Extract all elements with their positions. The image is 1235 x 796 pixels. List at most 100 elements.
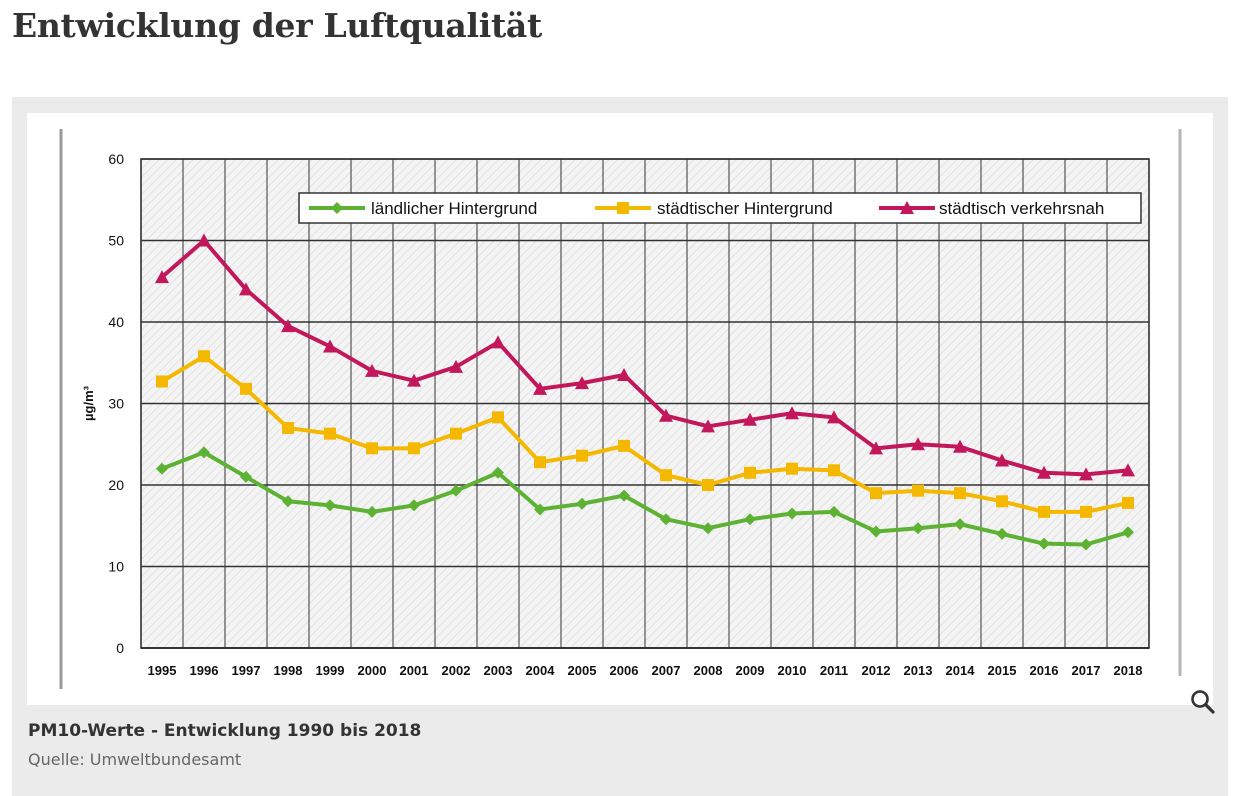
data-point-diamond bbox=[912, 522, 924, 535]
x-tick-label: 2015 bbox=[988, 663, 1017, 678]
data-point-square bbox=[576, 449, 588, 462]
series-line-square bbox=[160, 354, 1129, 514]
legend-label: städtisch verkehrsnah bbox=[939, 199, 1104, 218]
data-point-diamond bbox=[702, 522, 714, 535]
data-point-square bbox=[828, 464, 840, 477]
data-point-triangle bbox=[617, 367, 631, 381]
data-point-diamond bbox=[996, 527, 1008, 540]
data-point-triangle bbox=[827, 410, 841, 424]
data-point-triangle bbox=[1037, 465, 1051, 479]
x-tick-label: 2016 bbox=[1030, 663, 1059, 678]
data-point-diamond bbox=[450, 484, 462, 497]
x-tick-label: 1995 bbox=[148, 663, 177, 678]
data-point-diamond bbox=[1080, 538, 1092, 551]
x-tick-label: 1998 bbox=[274, 663, 303, 678]
series-line-diamond bbox=[161, 450, 1129, 547]
data-point-diamond bbox=[156, 462, 168, 475]
y-tick-label: 10 bbox=[108, 559, 124, 575]
data-point-square bbox=[744, 466, 756, 479]
data-point-diamond bbox=[786, 507, 798, 520]
x-tick-label: 1996 bbox=[190, 663, 219, 678]
magnifier-icon[interactable] bbox=[1190, 689, 1216, 715]
x-tick-label: 2002 bbox=[442, 663, 471, 678]
chart-frame[interactable]: 0 10 20 30 40 50 60 1995 1996 1997 1998 1999 2000 20… bbox=[27, 113, 1215, 714]
x-tick-label: 2000 bbox=[358, 663, 387, 678]
y-axis-label: µg/m³ bbox=[81, 385, 96, 421]
data-point-triangle bbox=[575, 376, 589, 390]
data-point-square bbox=[702, 479, 714, 491]
data-point-diamond bbox=[534, 503, 546, 516]
data-point-triangle bbox=[953, 439, 967, 453]
data-point-triangle bbox=[533, 381, 547, 395]
data-point-triangle bbox=[743, 412, 757, 426]
data-point-triangle bbox=[365, 363, 379, 377]
data-point-square bbox=[912, 484, 924, 497]
x-tick-label: 2010 bbox=[778, 663, 807, 678]
data-point-diamond bbox=[660, 513, 672, 526]
data-point-square bbox=[324, 427, 336, 440]
data-point-triangle bbox=[449, 359, 463, 373]
data-point-diamond bbox=[828, 505, 840, 518]
x-tick-label: 2001 bbox=[400, 663, 429, 678]
x-tick-label: 2008 bbox=[694, 663, 723, 678]
legend-marker bbox=[900, 201, 914, 214]
data-point-diamond bbox=[870, 525, 882, 538]
pm10-line-chart: 0 10 20 30 40 50 60 1995 1996 1997 1998 1999 2000 20… bbox=[59, 129, 1182, 689]
data-point-square bbox=[786, 462, 798, 475]
data-point-diamond bbox=[198, 446, 210, 459]
x-tick-label: 2009 bbox=[736, 663, 765, 678]
data-point-triangle bbox=[281, 319, 295, 333]
data-point-diamond bbox=[744, 513, 756, 526]
data-point-triangle bbox=[1079, 467, 1093, 481]
data-point-triangle bbox=[1121, 463, 1135, 477]
data-point-square bbox=[450, 427, 462, 440]
data-point-square bbox=[366, 442, 378, 455]
data-point-square bbox=[198, 350, 210, 363]
data-point-square bbox=[660, 469, 672, 482]
data-point-triangle bbox=[407, 373, 421, 387]
page-title: Entwicklung der Luftqualität bbox=[12, 6, 542, 45]
data-point-square bbox=[1080, 505, 1092, 518]
data-point-diamond bbox=[366, 505, 378, 518]
x-tick-label: 2018 bbox=[1114, 663, 1143, 678]
data-point-triangle bbox=[659, 408, 673, 422]
data-point-square bbox=[996, 495, 1008, 508]
x-tick-label: 2017 bbox=[1072, 663, 1101, 678]
y-tick-label: 30 bbox=[108, 396, 124, 412]
x-tick-label: 2003 bbox=[484, 663, 513, 678]
figure-source: Quelle: Umweltbundesamt bbox=[28, 750, 242, 769]
x-tick-label: 2011 bbox=[820, 663, 848, 678]
data-point-diamond bbox=[282, 495, 294, 508]
legend-marker bbox=[617, 202, 629, 214]
data-point-triangle bbox=[323, 339, 337, 353]
data-point-triangle bbox=[911, 437, 925, 451]
data-point-square bbox=[1038, 505, 1050, 518]
data-point-diamond bbox=[1122, 526, 1134, 539]
x-tick-label: 2012 bbox=[862, 663, 891, 678]
data-point-triangle bbox=[701, 419, 715, 433]
x-tick-label: 1999 bbox=[316, 663, 345, 678]
data-point-diamond bbox=[618, 489, 630, 502]
data-point-square bbox=[954, 487, 966, 500]
data-point-square bbox=[408, 442, 420, 455]
x-tick-label: 2004 bbox=[526, 663, 556, 678]
figure-container: 0 10 20 30 40 50 60 1995 1996 1997 1998 1999 2000 20… bbox=[12, 97, 1228, 796]
data-point-triangle bbox=[869, 441, 883, 455]
x-tick-label: 2007 bbox=[652, 663, 681, 678]
data-point-diamond bbox=[492, 466, 504, 479]
x-tick-label: 2013 bbox=[904, 663, 933, 678]
data-point-square bbox=[492, 411, 504, 424]
y-tick-label: 0 bbox=[116, 640, 124, 656]
data-point-square bbox=[1122, 496, 1134, 509]
series-line-triangle bbox=[160, 238, 1129, 477]
y-tick-label: 60 bbox=[108, 151, 124, 167]
legend-label: städtischer Hintergrund bbox=[657, 199, 833, 218]
data-point-triangle bbox=[155, 270, 169, 284]
legend-box bbox=[298, 192, 1142, 224]
data-point-diamond bbox=[408, 499, 420, 512]
x-tick-label: 2006 bbox=[610, 663, 639, 678]
legend-label: ländlicher Hintergrund bbox=[371, 199, 537, 218]
legend-marker bbox=[331, 202, 343, 214]
data-point-square bbox=[534, 456, 546, 469]
x-tick-label: 2005 bbox=[568, 663, 597, 678]
